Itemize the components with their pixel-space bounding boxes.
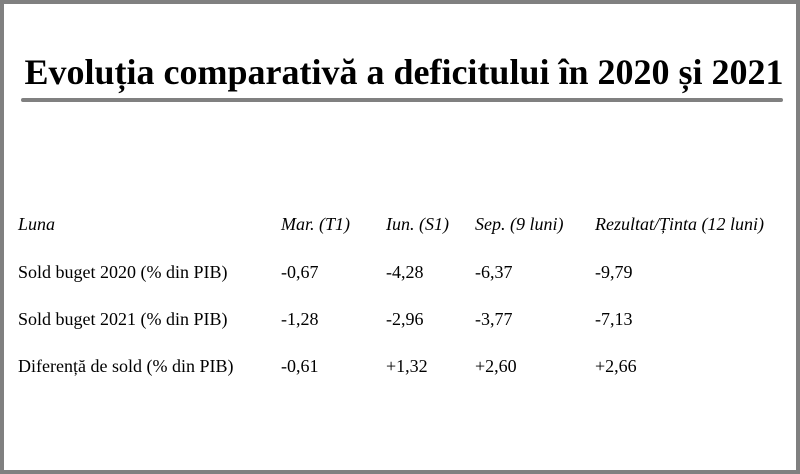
table-cell: +2,60 — [475, 356, 517, 376]
chart-title: Evoluția comparativă a deficitului în 20… — [24, 52, 784, 92]
table-cell: +2,66 — [595, 356, 637, 376]
table-cell: -4,28 — [386, 262, 424, 282]
table-cell: -0,67 — [281, 262, 319, 282]
table-cell: -9,79 — [595, 262, 633, 282]
column-header-mar: Mar. (T1) — [281, 214, 351, 234]
table-cell: -6,37 — [475, 262, 513, 282]
table-cell: -3,77 — [475, 309, 513, 329]
column-header-sep: Sep. (9 luni) — [475, 214, 564, 234]
column-header-rezultat: Rezultat/Ținta (12 luni) — [595, 214, 764, 234]
title-underline — [21, 98, 783, 102]
table-cell: -7,13 — [595, 309, 633, 329]
table-cell: -1,28 — [281, 309, 319, 329]
row-label-diferenta: Diferență de sold (% din PIB) — [18, 356, 234, 376]
column-header-luna: Luna — [18, 214, 56, 234]
row-label-sold-2021: Sold buget 2021 (% din PIB) — [18, 309, 228, 329]
table-cell: +1,32 — [386, 356, 428, 376]
table-cell: -0,61 — [281, 356, 319, 376]
table-cell: -2,96 — [386, 309, 424, 329]
column-header-iun: Iun. (S1) — [386, 214, 449, 234]
row-label-sold-2020: Sold buget 2020 (% din PIB) — [18, 262, 228, 282]
